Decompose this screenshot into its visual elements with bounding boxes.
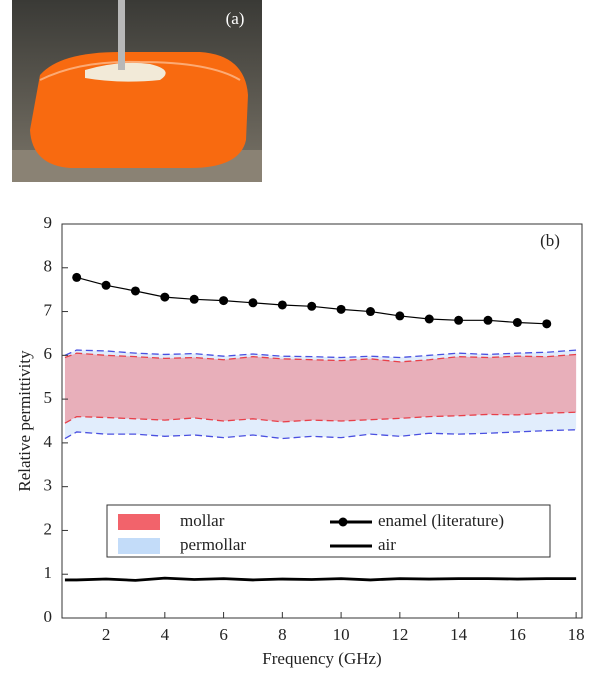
point: [424, 314, 434, 324]
point: [512, 318, 522, 327]
point: [248, 298, 258, 308]
x-tick-label: 8: [278, 625, 287, 644]
band-edge: [64, 349, 577, 359]
point: [219, 296, 229, 306]
panel-label: (a): [226, 9, 245, 28]
legend-box: [106, 504, 551, 558]
legend-label: enamel (literature): [378, 511, 504, 530]
y-tick-label: 7: [44, 300, 53, 319]
y-tick-label: 1: [44, 563, 53, 582]
point: [483, 315, 493, 325]
y-tick-label: 9: [44, 213, 53, 232]
x-tick-label: 18: [568, 625, 585, 644]
y-tick-label: 4: [44, 432, 53, 451]
legend-label: permollar: [180, 535, 246, 554]
plot-frame: [61, 223, 583, 619]
point: [395, 311, 405, 321]
tooth: [85, 62, 166, 82]
point: [189, 294, 199, 304]
y-tick-label: 5: [44, 388, 53, 407]
x-axis-label: Frequency (GHz): [262, 649, 381, 668]
line: [76, 276, 547, 325]
y-tick-label: 6: [44, 344, 53, 363]
point: [336, 304, 346, 314]
y-tick-label: 8: [44, 257, 53, 276]
y-axis-label: Relative permittivity: [15, 350, 34, 492]
point: [130, 286, 140, 296]
point: [72, 272, 82, 282]
x-tick-label: 12: [391, 625, 408, 644]
plot: [64, 272, 577, 582]
x-tick-label: 10: [333, 625, 350, 644]
y-tick-label: 3: [44, 476, 53, 495]
point: [454, 315, 464, 325]
point: [160, 292, 170, 302]
x-tick-label: 16: [509, 625, 526, 644]
x-tick-label: 2: [102, 625, 111, 644]
band-edge: [64, 352, 577, 363]
legend-swatch: [118, 538, 160, 554]
legend-marker: [338, 517, 348, 527]
legend-label: air: [378, 535, 396, 554]
point: [101, 280, 111, 290]
line: [64, 576, 577, 582]
x-tick-label: 6: [219, 625, 228, 644]
band-edge: [64, 429, 577, 440]
point: [365, 307, 375, 317]
x-tick-label: 14: [450, 625, 468, 644]
probe: [118, 0, 125, 70]
legend-label: mollar: [180, 511, 225, 530]
photo: (a): [12, 0, 262, 182]
x-tick-label: 4: [161, 625, 170, 644]
band-edge: [64, 411, 577, 424]
band-fill: [64, 353, 577, 424]
sponge: [30, 52, 248, 168]
wrap: [39, 60, 241, 81]
point: [307, 301, 317, 311]
legend-swatch: [118, 514, 160, 530]
panel-label: (b): [540, 231, 560, 250]
y-tick-label: 2: [44, 519, 53, 538]
point: [277, 300, 287, 310]
point: [542, 319, 552, 329]
y-tick-label: 0: [44, 607, 53, 626]
